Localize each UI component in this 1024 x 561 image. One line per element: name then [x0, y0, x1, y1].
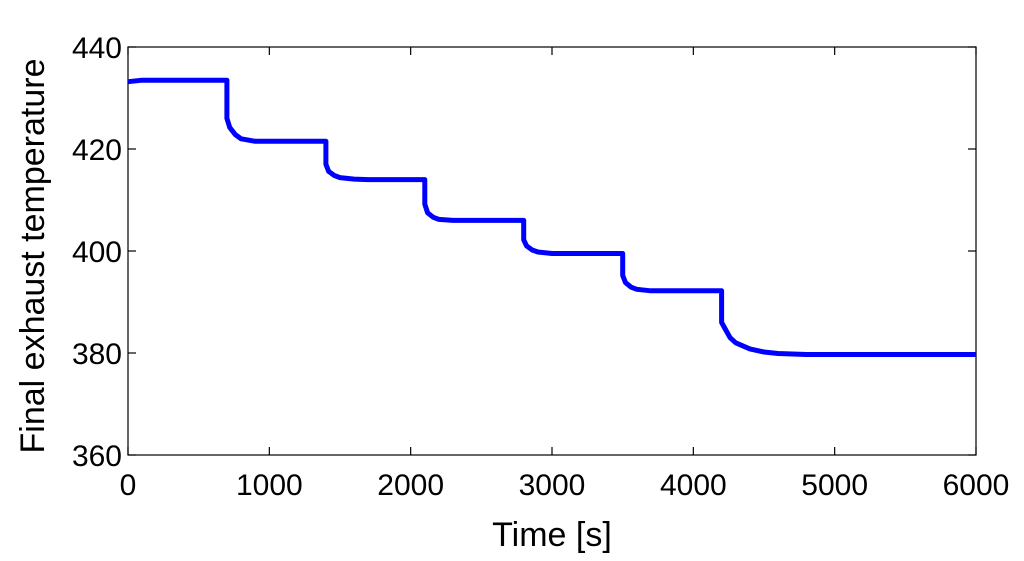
x-tick-label: 0 — [120, 469, 137, 502]
x-tick-label: 1000 — [236, 469, 303, 502]
x-tick-label: 6000 — [943, 469, 1010, 502]
x-tick-label: 2000 — [377, 469, 444, 502]
x-tick-label: 5000 — [801, 469, 868, 502]
series-line — [127, 77, 976, 357]
y-tick-label: 440 — [72, 32, 122, 65]
y-axis-label: Final exhaust temperature — [14, 59, 52, 454]
x-axis-label: Time [s] — [492, 516, 612, 554]
y-tick-label: 420 — [72, 134, 122, 167]
x-tick-label: 4000 — [660, 469, 727, 502]
y-tick-label: 380 — [72, 338, 122, 371]
x-tick-label: 3000 — [519, 469, 586, 502]
tick-labels: 0 1000 2000 3000 4000 5000 6000 360 380 400 420 440 — [72, 32, 1009, 502]
series-layer — [127, 77, 976, 357]
y-tick-label: 360 — [72, 440, 122, 473]
y-tick-label: 400 — [72, 236, 122, 269]
